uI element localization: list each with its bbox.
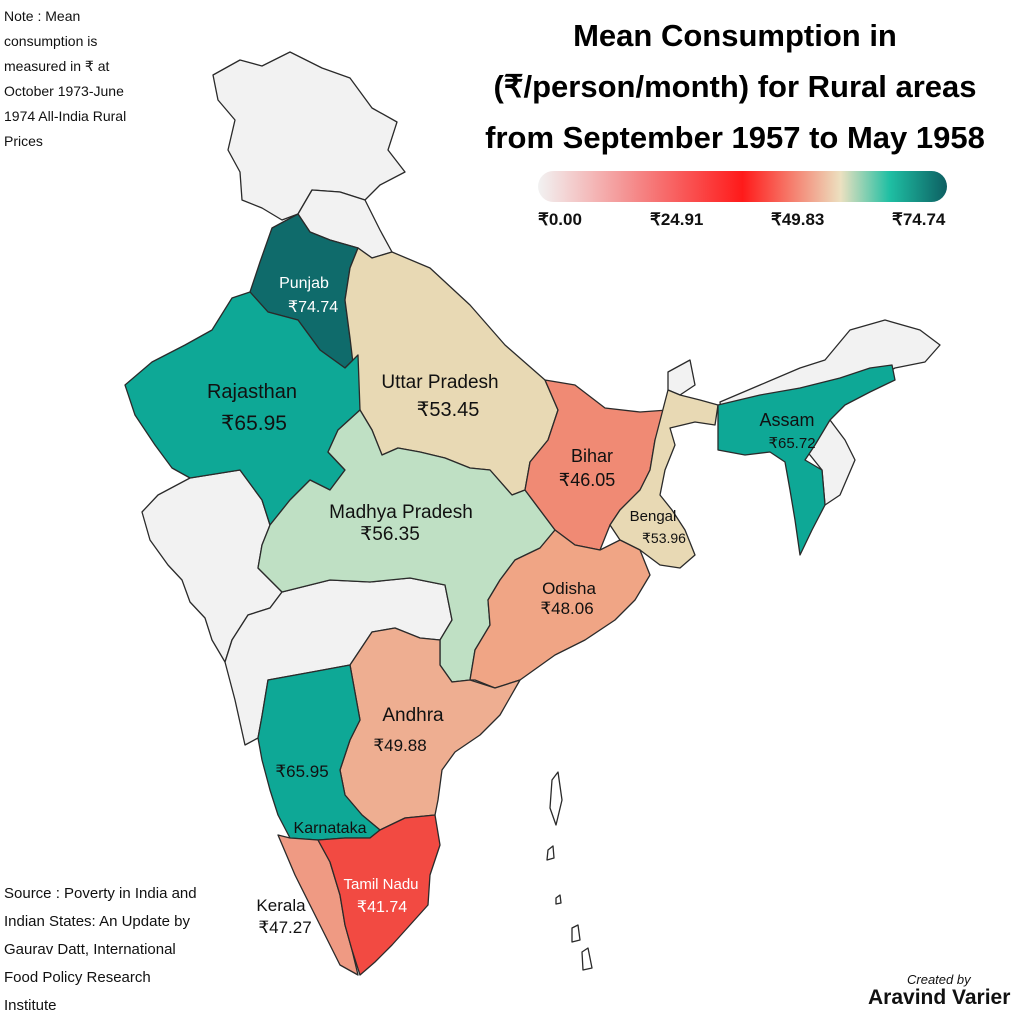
legend-tick-1: ₹24.91: [650, 210, 704, 229]
state-assam: [717, 364, 896, 556]
label-karnataka-name: Karnataka: [294, 820, 367, 837]
credit-label: Created by: [907, 972, 971, 987]
label-rajasthan-name: Rajasthan: [207, 381, 297, 403]
label-bihar-value: ₹46.05: [559, 470, 616, 490]
source-citation: Source : Poverty in India and Indian Sta…: [4, 885, 197, 1014]
legend-gradient-bar: [538, 171, 947, 202]
label-odisha-name: Odisha: [542, 579, 596, 598]
label-bengal-value: ₹53.96: [642, 530, 686, 546]
label-uttar-pradesh-name: Uttar Pradesh: [381, 372, 498, 393]
label-kerala-value: ₹47.27: [258, 918, 311, 937]
label-bengal-name: Bengal: [630, 508, 677, 525]
state-tamil-nadu: [317, 814, 441, 976]
legend-tick-3: ₹74.74: [892, 210, 946, 229]
label-madhya-pradesh-name: Madhya Pradesh: [329, 502, 473, 523]
label-odisha-value: ₹48.06: [540, 599, 593, 618]
label-tamil-nadu-value: ₹41.74: [357, 899, 407, 916]
label-tamil-nadu-name: Tamil Nadu: [343, 876, 418, 893]
label-assam-name: Assam: [759, 410, 814, 430]
label-madhya-pradesh-value: ₹56.35: [360, 524, 420, 545]
label-andhra-name: Andhra: [382, 705, 444, 726]
legend-tick-0: ₹0.00: [538, 210, 582, 229]
label-kerala-name: Kerala: [256, 896, 306, 915]
label-bihar-name: Bihar: [571, 446, 613, 466]
credit-author: Aravind Varier: [868, 986, 1011, 1009]
label-karnataka-value: ₹65.95: [275, 762, 328, 781]
label-punjab-name: Punjab: [279, 275, 329, 292]
label-assam-value: ₹65.72: [768, 435, 815, 452]
label-andhra-value: ₹49.88: [373, 736, 426, 755]
state-bengal: [609, 389, 719, 569]
label-rajasthan-value: ₹65.95: [221, 412, 287, 435]
andaman-islands: [546, 771, 593, 971]
map-title: Mean Consumption in (₹/person/month) for…: [485, 18, 985, 155]
label-uttar-pradesh-value: ₹53.45: [417, 399, 480, 421]
legend-tick-2: ₹49.83: [771, 210, 825, 229]
methodology-note: Note : Mean consumption is measured in ₹…: [4, 8, 127, 149]
region-sikkim: [667, 359, 696, 396]
label-punjab-value: ₹74.74: [288, 299, 338, 316]
